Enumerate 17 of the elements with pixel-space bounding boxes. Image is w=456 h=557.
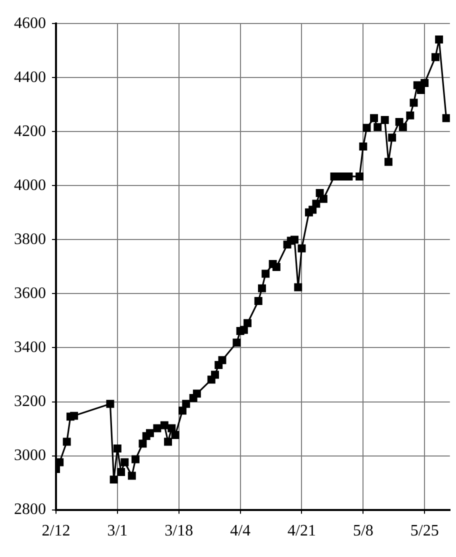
y-tick-label: 4400 xyxy=(14,68,46,86)
x-tick-label: 5/8 xyxy=(352,522,374,540)
x-tick-label: 4/4 xyxy=(230,522,251,540)
x-tick-label: 2/12 xyxy=(42,522,70,540)
x-tick-label: 3/18 xyxy=(164,522,194,540)
y-tick-label: 3000 xyxy=(14,446,46,464)
y-tick-label: 3600 xyxy=(14,284,46,302)
y-tick-label: 3800 xyxy=(14,230,46,248)
y-tick-label: 4200 xyxy=(14,122,46,140)
y-tick-label: 2800 xyxy=(14,501,46,518)
x-tick-label: 5/25 xyxy=(410,522,439,540)
y-tick-label: 4600 xyxy=(14,14,46,32)
x-tick-label: 4/21 xyxy=(288,522,316,540)
y-tick-label: 3200 xyxy=(14,392,46,410)
y-tick-label: 4000 xyxy=(14,176,46,194)
x-tick-label: 3/1 xyxy=(107,522,128,540)
y-tick-label: 3400 xyxy=(14,338,46,356)
